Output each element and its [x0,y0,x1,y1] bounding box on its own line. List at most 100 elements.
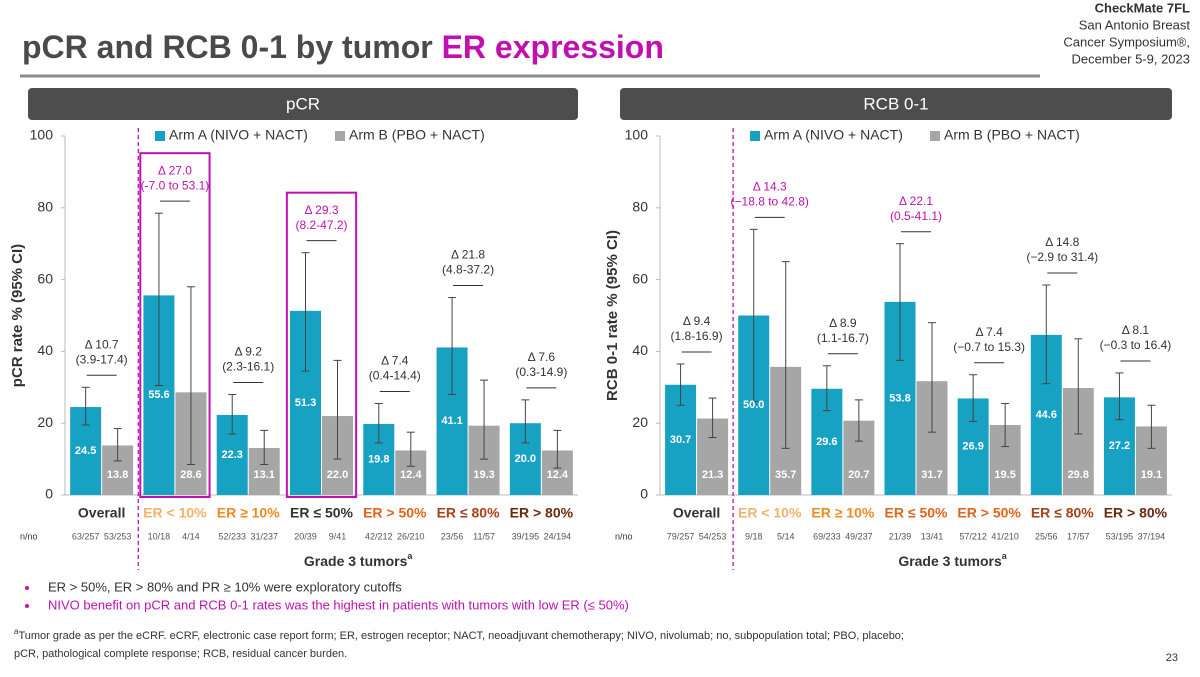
panel-title: pCR [286,94,320,113]
value-label: 22.0 [327,469,348,481]
delta-label: Δ 10.7 [85,337,119,351]
n-no: 41/210 [991,531,1019,541]
panel-title: RCB 0-1 [863,94,928,113]
n-no: 31/237 [250,531,278,541]
x-tick-label: ER > 50% [957,505,1021,521]
n-no: 52/233 [218,531,246,541]
n-no: 49/237 [845,531,873,541]
y-tick-label: 80 [632,199,648,215]
value-label: 19.8 [368,453,389,465]
panel-header [28,88,578,120]
bullet-dot [25,604,29,608]
n-no: 25/56 [1035,531,1058,541]
n-no: 57/212 [959,531,987,541]
delta-label: Δ 8.1 [1122,323,1150,337]
source-line: CheckMate 7FL [1095,0,1190,15]
x-tick-label: ER < 10% [143,505,207,521]
delta-label: Δ 21.8 [451,248,485,262]
n-no: 54/253 [699,531,727,541]
n-no: 23/56 [441,531,464,541]
group-label-marker: a [1002,551,1008,561]
bullet: NIVO benefit on pCR and RCB 0-1 rates wa… [48,597,629,612]
x-tick-label: ER < 10% [738,505,802,521]
value-label: 30.7 [670,434,691,446]
value-label: 20.0 [515,453,536,465]
x-tick-label: ER ≤ 50% [290,505,353,521]
delta-ci: (0.5-41.1) [890,209,942,223]
delta-label: Δ 7.4 [381,354,409,368]
value-label: 44.6 [1036,409,1057,421]
delta-label: Δ 22.1 [899,194,933,208]
legend-label: Arm B (PBO + NACT) [944,127,1080,143]
group-label: Grade 3 tumorsa [898,551,1007,568]
n-no: 53/253 [104,531,132,541]
y-tick-label: 0 [640,486,648,502]
delta-label: Δ 7.6 [528,350,556,364]
value-label: 19.5 [994,469,1015,481]
x-tick-label: ER ≤ 50% [885,505,948,521]
value-label: 20.7 [848,469,869,481]
y-tick-label: 0 [45,486,53,502]
delta-label: Δ 29.3 [304,203,338,217]
x-tick-label: ER ≥ 10% [811,505,874,521]
delta-ci: (−18.8 to 42.8) [731,195,809,209]
group-label-text: Grade 3 tumors [304,553,408,569]
n-no: 79/257 [667,531,695,541]
y-tick-label: 100 [625,127,649,143]
x-tick-label: Overall [673,505,720,521]
n-no: 21/39 [889,531,912,541]
n-no-label: n/no [615,531,633,541]
highlight-box [139,152,211,498]
value-label: 19.1 [1141,469,1162,481]
value-label: 35.7 [775,469,796,481]
n-no: 9/18 [745,531,763,541]
n-no: 69/233 [813,531,841,541]
n-no: 13/41 [921,531,944,541]
n-no: 24/194 [544,531,572,541]
footnote: aTumor grade as per the eCRF. eCRF, elec… [14,627,904,642]
delta-label: Δ 14.3 [753,180,787,194]
delta-ci: (1.1-16.7) [817,331,869,345]
value-label: 41.1 [441,415,462,427]
panel-header [620,88,1172,120]
delta-ci: (0.3-14.9) [515,365,567,379]
value-label: 12.4 [547,469,569,481]
n-no: 53/195 [1106,531,1134,541]
delta-label: Δ 9.2 [235,345,263,359]
delta-ci: (1.8-16.9) [671,329,723,343]
delta-ci: (2.3-16.1) [222,360,274,374]
footnote: pCR, pathological complete response; RCB… [14,648,347,660]
slide-title: pCR and RCB 0-1 by tumor ER expression [22,29,664,65]
delta-ci: (−2.9 to 31.4) [1026,250,1098,264]
legend-label: Arm B (PBO + NACT) [349,127,485,143]
value-label: 50.0 [743,399,764,411]
delta-ci: (0.4-14.4) [369,369,421,383]
value-label: 31.7 [921,469,942,481]
value-label: 13.8 [107,469,128,481]
x-tick-label: Overall [78,505,125,521]
group-label-text: Grade 3 tumors [898,553,1002,569]
value-label: 12.4 [400,469,422,481]
x-tick-label: ER ≥ 10% [217,505,280,521]
value-label: 53.8 [889,392,910,404]
y-axis-label: RCB 0-1 rate % (95% CI) [604,230,621,401]
value-label: 27.2 [1109,440,1130,452]
legend-swatch [930,131,940,141]
n-no: 37/194 [1138,531,1166,541]
source-line: San Antonio Breast [1079,17,1191,32]
n-no: 10/18 [148,531,171,541]
n-no: 4/14 [182,531,200,541]
n-no: 9/41 [329,531,347,541]
legend-swatch [335,131,345,141]
value-label: 29.6 [816,436,837,448]
y-tick-label: 20 [632,414,648,430]
y-tick-label: 40 [37,342,53,358]
x-tick-label: ER > 80% [1104,505,1168,521]
group-label: Grade 3 tumorsa [304,551,413,568]
legend-label: Arm A (NIVO + NACT) [764,127,903,143]
value-label: 26.9 [962,441,983,453]
x-tick-label: ER ≤ 80% [437,505,500,521]
y-tick-label: 80 [37,199,53,215]
delta-label: Δ 7.4 [975,325,1003,339]
